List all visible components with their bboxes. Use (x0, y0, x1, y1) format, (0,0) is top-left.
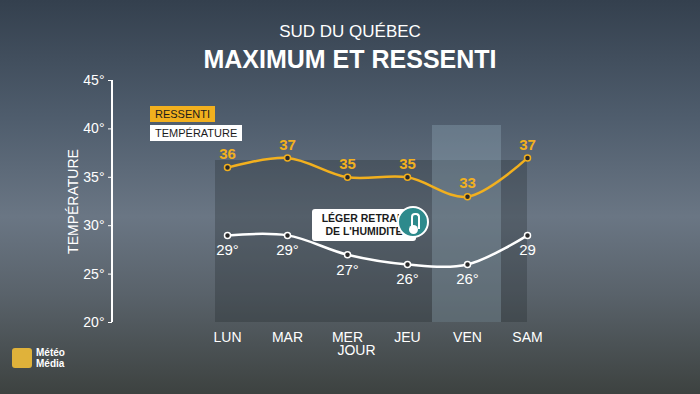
svg-text:26°: 26° (396, 270, 419, 287)
svg-text:27°: 27° (336, 261, 359, 278)
svg-text:45°: 45° (83, 72, 104, 88)
svg-text:35°: 35° (83, 169, 104, 185)
svg-text:TEMPÉRATURE: TEMPÉRATURE (65, 149, 81, 254)
svg-text:35: 35 (339, 155, 356, 172)
svg-text:VEN: VEN (453, 329, 482, 345)
svg-text:MER: MER (331, 329, 364, 346)
svg-text:29: 29 (519, 241, 536, 258)
svg-text:JEU: JEU (394, 329, 420, 345)
html-text:MAXIMUM ET RESSENTI: MAXIMUM ET RESSENTI (203, 45, 497, 73)
svg-text:LUN: LUN (213, 329, 241, 345)
svg-text:25°: 25° (83, 266, 104, 282)
svg-text:MAR: MAR (272, 329, 303, 345)
svg-text:JOUR: JOUR (337, 342, 375, 358)
svg-text:29°: 29° (276, 241, 299, 258)
svg-text:30°: 30° (83, 217, 104, 233)
svg-text:26°: 26° (456, 270, 479, 287)
svg-text:35: 35 (399, 155, 416, 172)
html-text:LÉGER RETRAIT DE L'HUMIDITÉ: LÉGER RETRAIT DE L'HUMIDITÉ (321, 212, 407, 238)
html-text:SUD DU QUÉBEC: SUD DU QUÉBEC (279, 22, 421, 41)
svg-text:29°: 29° (216, 241, 239, 258)
svg-text:37: 37 (279, 136, 296, 153)
svg-text:20°: 20° (83, 314, 104, 330)
svg-text:40°: 40° (83, 120, 104, 136)
svg-text:37: 37 (519, 136, 536, 153)
html-text:Météo Média: Météo Média (36, 347, 65, 369)
svg-text:36: 36 (219, 145, 236, 162)
svg-text:SAM: SAM (512, 329, 542, 345)
html-text:TEMPÉRATURE: TEMPÉRATURE (155, 127, 238, 139)
svg-text:33: 33 (459, 174, 476, 191)
html-text:RESSENTI: RESSENTI (155, 108, 210, 120)
